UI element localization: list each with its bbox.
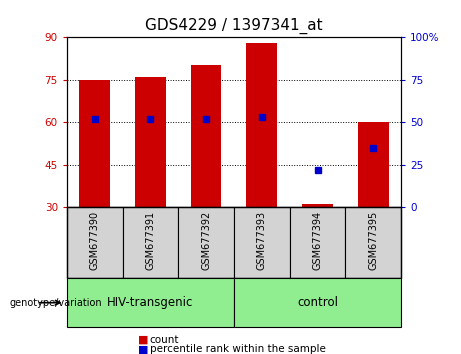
Text: GSM677395: GSM677395 bbox=[368, 211, 378, 270]
Bar bbox=[67, 207, 123, 278]
Bar bbox=[67, 278, 234, 327]
Bar bbox=[234, 278, 401, 327]
Bar bbox=[135, 77, 165, 207]
Text: ■: ■ bbox=[138, 344, 149, 354]
Text: ■: ■ bbox=[138, 335, 149, 345]
Text: genotype/variation: genotype/variation bbox=[9, 298, 102, 308]
Text: control: control bbox=[297, 296, 338, 309]
Text: GSM677391: GSM677391 bbox=[145, 211, 155, 270]
Title: GDS4229 / 1397341_at: GDS4229 / 1397341_at bbox=[145, 18, 323, 34]
Text: percentile rank within the sample: percentile rank within the sample bbox=[150, 344, 326, 354]
Bar bbox=[290, 207, 345, 278]
Text: GSM677393: GSM677393 bbox=[257, 211, 267, 270]
Bar bbox=[234, 207, 290, 278]
Text: GSM677394: GSM677394 bbox=[313, 211, 323, 270]
Text: GSM677390: GSM677390 bbox=[90, 211, 100, 270]
Bar bbox=[358, 122, 389, 207]
Text: GSM677392: GSM677392 bbox=[201, 211, 211, 270]
Bar bbox=[123, 207, 178, 278]
Bar bbox=[178, 207, 234, 278]
Bar bbox=[302, 204, 333, 207]
Bar bbox=[191, 65, 221, 207]
Text: count: count bbox=[150, 335, 179, 345]
Text: HIV-transgenic: HIV-transgenic bbox=[107, 296, 194, 309]
Bar bbox=[247, 43, 277, 207]
Bar bbox=[345, 207, 401, 278]
Bar bbox=[79, 80, 110, 207]
